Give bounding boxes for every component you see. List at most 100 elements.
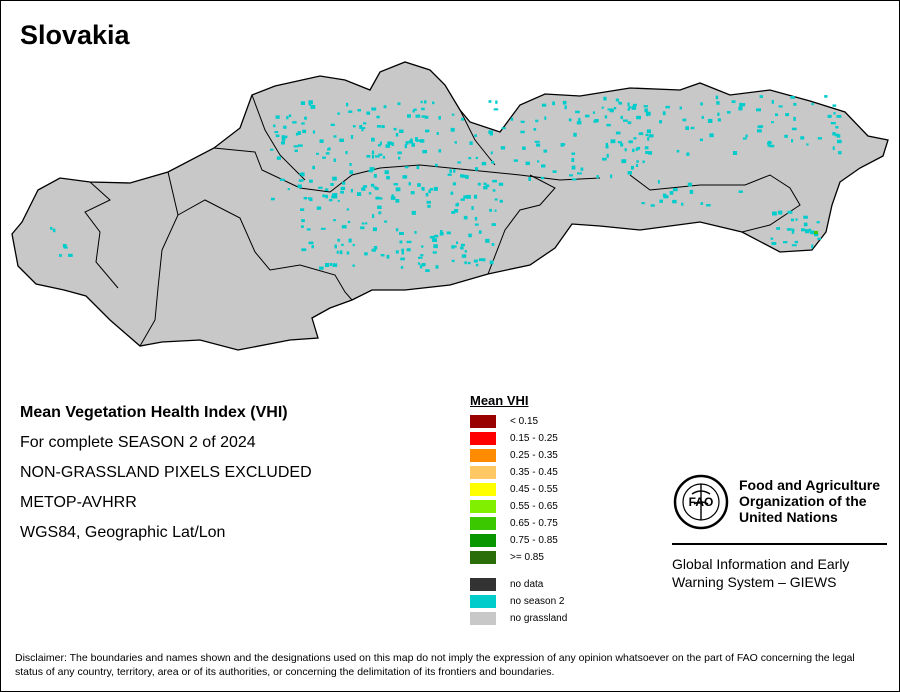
legend-other-row: no data xyxy=(470,576,567,593)
no-season-pixel xyxy=(544,116,547,120)
no-season-pixel xyxy=(316,152,319,155)
no-season-pixel xyxy=(364,252,368,256)
no-season-pixel xyxy=(824,95,828,98)
no-season-pixel xyxy=(501,127,506,130)
no-season-pixel xyxy=(308,241,314,245)
no-season-pixel xyxy=(481,258,486,262)
no-season-pixel xyxy=(460,198,465,201)
no-season-pixel xyxy=(399,240,403,244)
svg-text:FAO: FAO xyxy=(689,495,714,509)
legend-swatch xyxy=(470,578,496,591)
legend-swatch xyxy=(470,500,496,513)
no-season-pixel xyxy=(833,112,836,115)
no-season-pixel xyxy=(456,241,459,245)
no-season-pixel xyxy=(419,264,423,269)
no-season-pixel xyxy=(801,228,806,232)
no-season-pixel xyxy=(784,134,788,138)
no-season-pixel xyxy=(308,100,313,105)
no-season-pixel xyxy=(371,107,377,111)
no-season-pixel xyxy=(293,145,298,148)
no-season-pixel xyxy=(536,143,541,147)
legend-class-row: 0.55 - 0.65 xyxy=(470,498,567,515)
legend-class-row: >= 0.85 xyxy=(470,549,567,566)
legend-other: no data no season 2 no grassland xyxy=(470,576,567,627)
no-season-pixel xyxy=(386,175,390,180)
no-season-pixel xyxy=(620,143,624,147)
no-season-pixel xyxy=(370,183,375,187)
no-season-pixel xyxy=(707,118,713,123)
no-season-pixel xyxy=(552,101,555,106)
legend-swatch xyxy=(470,595,496,608)
no-season-pixel xyxy=(378,153,383,156)
no-season-pixel xyxy=(333,135,337,138)
no-season-pixel xyxy=(273,124,276,128)
no-season-pixel xyxy=(498,182,504,186)
legend-class-row: 0.35 - 0.45 xyxy=(470,464,567,481)
no-season-pixel xyxy=(795,218,798,221)
no-season-pixel xyxy=(292,121,297,124)
no-season-pixel xyxy=(349,163,352,166)
no-season-pixel xyxy=(468,157,472,160)
no-season-pixel xyxy=(339,250,343,255)
no-season-pixel xyxy=(386,254,390,259)
no-season-pixel xyxy=(371,150,375,155)
no-season-pixel xyxy=(400,257,405,261)
no-season-pixel xyxy=(647,137,650,141)
no-season-pixel xyxy=(645,151,650,154)
no-season-pixel xyxy=(528,177,531,181)
no-season-pixel xyxy=(360,226,365,230)
no-season-pixel xyxy=(835,126,839,129)
no-season-pixel xyxy=(429,188,434,191)
no-season-pixel xyxy=(474,167,478,171)
no-season-pixel xyxy=(295,132,299,136)
no-season-pixel xyxy=(791,230,795,234)
no-season-pixel xyxy=(606,153,609,158)
no-season-pixel xyxy=(575,110,580,114)
no-season-pixel xyxy=(620,115,623,120)
no-season-pixel xyxy=(800,136,805,140)
no-season-pixel xyxy=(791,244,797,247)
no-season-pixel xyxy=(485,185,488,190)
no-season-pixel xyxy=(601,106,604,109)
no-season-pixel xyxy=(275,134,280,138)
fao-logo-icon: FAO xyxy=(673,474,729,530)
no-season-pixel xyxy=(345,151,348,155)
no-season-pixel xyxy=(415,139,421,142)
no-season-pixel xyxy=(421,115,426,118)
no-season-pixel xyxy=(401,248,405,252)
no-season-pixel xyxy=(456,202,459,207)
no-season-pixel xyxy=(605,144,609,149)
no-season-pixel xyxy=(810,230,815,235)
no-season-pixel xyxy=(309,198,313,202)
no-season-pixel xyxy=(808,228,812,232)
legend-other-row: no grassland xyxy=(470,610,567,627)
no-season-pixel xyxy=(533,128,537,131)
fao-name: Food and Agriculture Organization of the… xyxy=(739,477,881,525)
no-season-pixel xyxy=(837,139,842,144)
no-season-pixel xyxy=(523,147,526,150)
no-season-pixel xyxy=(359,125,363,129)
no-season-pixel xyxy=(453,245,457,248)
no-season-pixel xyxy=(461,117,464,121)
no-season-pixel xyxy=(686,152,690,156)
no-season-pixel xyxy=(576,121,582,125)
no-season-pixel xyxy=(363,122,367,125)
no-season-pixel xyxy=(405,141,409,145)
no-season-pixel xyxy=(613,107,617,110)
no-season-pixel xyxy=(645,133,649,137)
no-season-pixel xyxy=(604,115,608,119)
no-season-pixel xyxy=(363,185,368,188)
no-season-pixel xyxy=(500,146,506,150)
no-season-pixel xyxy=(659,199,663,203)
no-season-pixel xyxy=(769,144,775,148)
no-season-pixel xyxy=(414,231,417,234)
no-season-pixel xyxy=(391,194,394,197)
no-season-pixel xyxy=(757,129,762,133)
no-season-pixel xyxy=(665,105,670,109)
no-season-pixel xyxy=(366,155,371,158)
no-season-pixel xyxy=(336,250,339,254)
no-season-pixel xyxy=(541,103,547,107)
region-boundaries xyxy=(84,94,801,347)
no-season-pixel xyxy=(397,151,402,155)
no-season-pixel xyxy=(759,125,764,128)
